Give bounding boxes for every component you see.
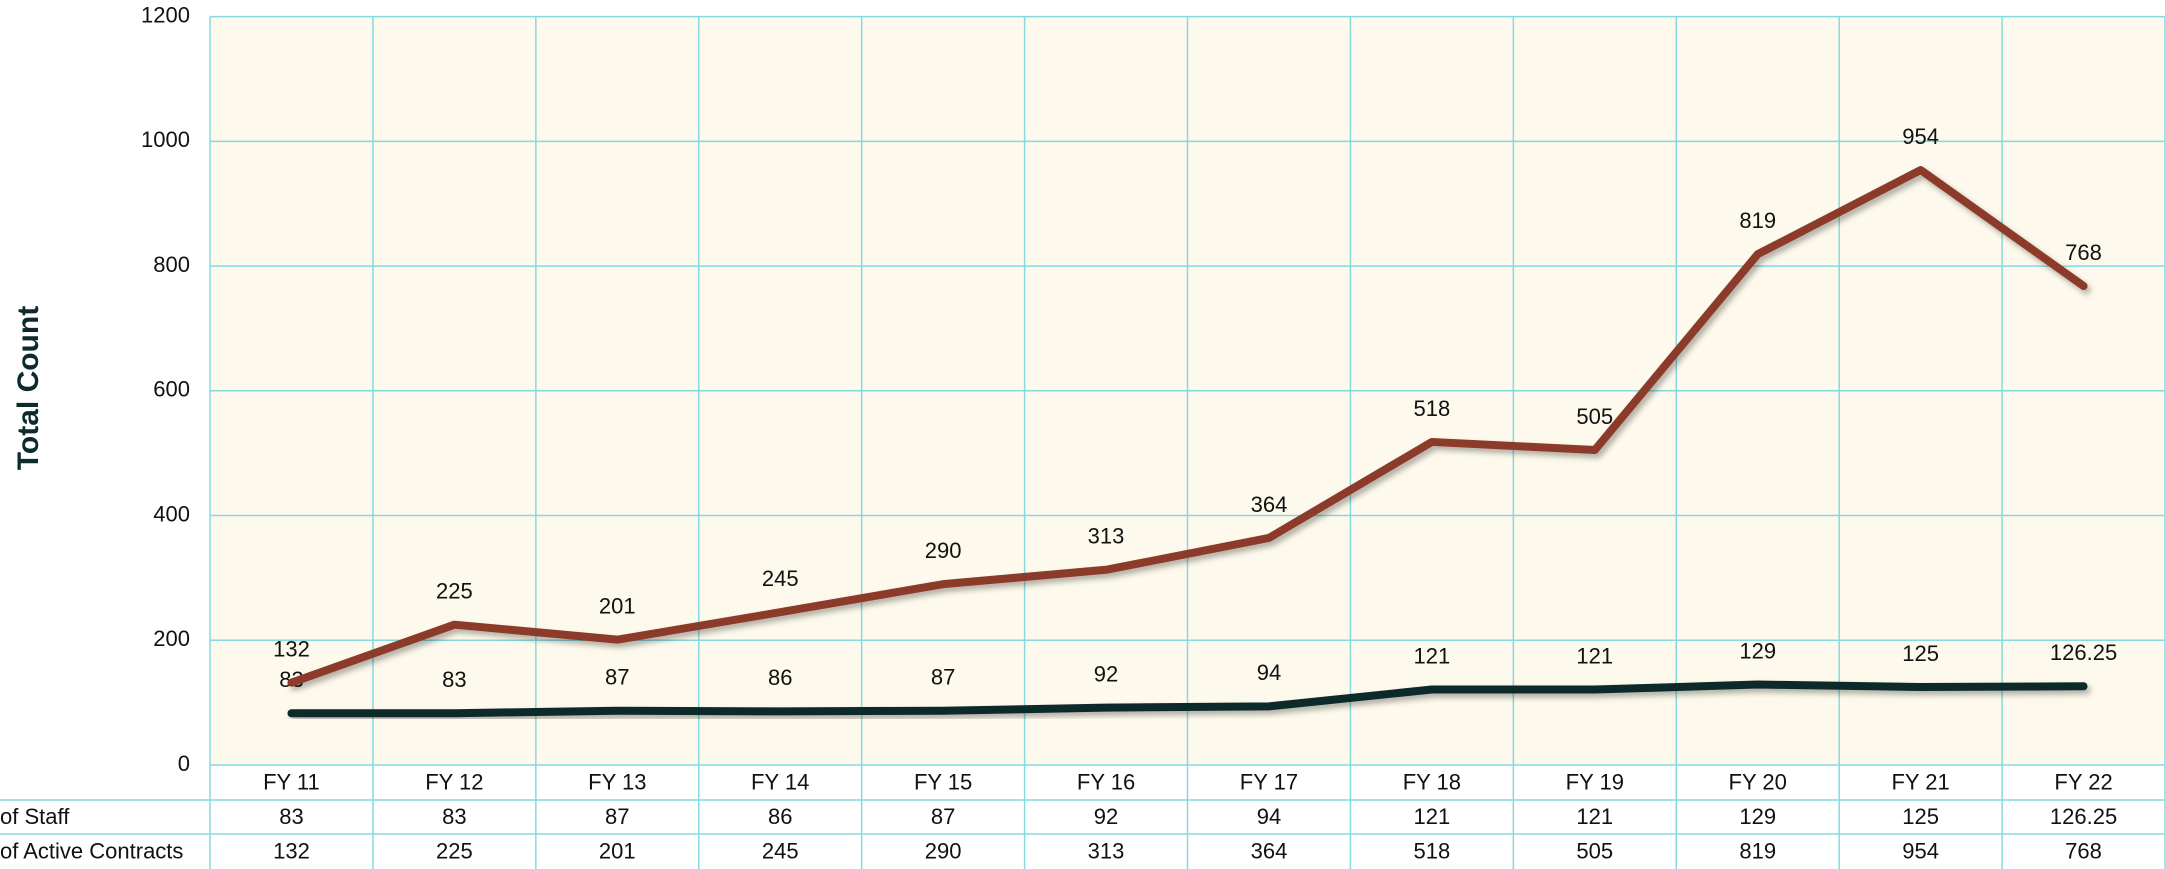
y-tick-label: 800 [153,252,190,277]
x-tick-label: FY 12 [425,769,483,794]
x-tick-label: FY 13 [588,769,646,794]
table-cell: 87 [931,804,955,829]
y-axis-title: Total Count [12,306,45,470]
data-label: 92 [1094,661,1118,686]
x-tick-label: FY 20 [1729,769,1787,794]
data-label: 132 [273,636,310,661]
series-line [287,680,2088,718]
table-cell: 132 [273,838,310,863]
table-cell: 364 [1251,838,1288,863]
x-tick-label: FY 21 [1891,769,1949,794]
y-tick-label: 0 [178,751,190,776]
table-cell: 92 [1094,804,1118,829]
table-cell: 225 [436,838,473,863]
y-tick-label: 400 [153,501,190,526]
legend-label: of Staff [0,804,70,829]
y-tick-label: 200 [153,626,190,651]
data-label: 121 [1414,643,1451,668]
x-tick-label: FY 22 [2054,769,2112,794]
x-tick-label: FY 16 [1077,769,1135,794]
table-cell: 86 [768,804,792,829]
x-tick-label: FY 17 [1240,769,1298,794]
data-label: 364 [1251,492,1288,517]
data-label: 83 [442,667,466,692]
table-cell: 125 [1902,804,1939,829]
y-tick-label: 600 [153,377,190,402]
data-label: 201 [599,593,636,618]
y-tick-label: 1000 [141,127,190,152]
table-cell: 313 [1088,838,1125,863]
x-tick-label: FY 11 [263,769,320,794]
table-cell: 245 [762,838,799,863]
table-cell: 83 [279,804,303,829]
table-cell: 518 [1414,838,1451,863]
table-cell: 87 [605,804,629,829]
data-label: 125 [1902,641,1939,666]
x-tick-label: FY 15 [914,769,972,794]
data-label: 505 [1576,404,1613,429]
data-label: 290 [925,538,962,563]
data-label: 768 [2065,240,2102,265]
table-cell: 94 [1257,804,1281,829]
x-tick-label: FY 14 [751,769,809,794]
data-label: 87 [931,665,955,690]
table-cell: 290 [925,838,962,863]
table-cell: 954 [1902,838,1939,863]
x-tick-label: FY 19 [1566,769,1624,794]
data-label: 87 [605,665,629,690]
data-label: 86 [768,665,792,690]
data-label: 819 [1739,208,1776,233]
data-label: 954 [1902,124,1939,149]
legend-label: of Active Contracts [0,838,183,863]
data-label: 129 [1739,638,1776,663]
table-cell: 768 [2065,838,2102,863]
data-label: 225 [436,578,473,603]
data-label: 313 [1088,524,1125,549]
data-label: 518 [1414,396,1451,421]
series-line [287,166,2088,687]
data-label: 121 [1576,643,1613,668]
table-cell: 126.25 [2050,804,2117,829]
table-cell: 121 [1414,804,1451,829]
y-tick-label: 1200 [141,2,190,27]
table-cell: 129 [1739,804,1776,829]
table-cell: 83 [442,804,466,829]
data-label: 94 [1257,660,1281,685]
table-cell: 505 [1576,838,1613,863]
table-cell: 121 [1576,804,1613,829]
x-tick-label: FY 18 [1403,769,1461,794]
data-label: 126.25 [2050,640,2117,665]
table-cell: 819 [1739,838,1776,863]
data-label: 245 [762,566,799,591]
table-cell: 201 [599,838,636,863]
